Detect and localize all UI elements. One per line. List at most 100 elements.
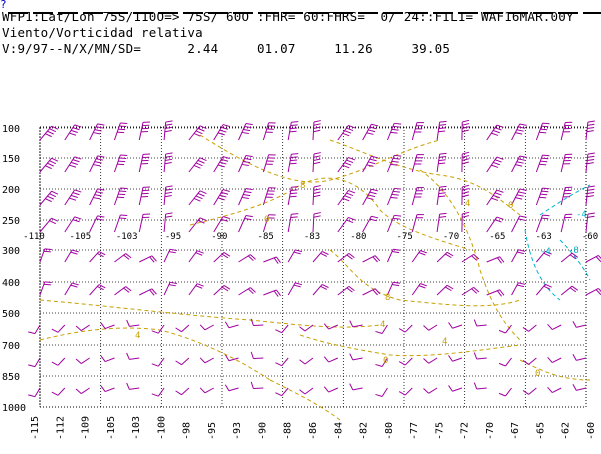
wind-barb	[113, 214, 128, 233]
longitude-label: -65	[535, 422, 546, 440]
inner-longitude-label: -105	[69, 232, 91, 242]
wind-barb	[213, 285, 231, 296]
wind-barb	[275, 324, 289, 334]
wind-barb	[473, 319, 487, 327]
wind-barb	[262, 122, 276, 141]
wind-barb	[560, 186, 573, 206]
wind-barb	[151, 357, 165, 367]
wind-barb	[386, 187, 402, 206]
wind-barb	[461, 119, 470, 141]
contour-label: 8	[300, 181, 305, 191]
wind-barb	[375, 387, 388, 397]
wind-barb	[312, 212, 321, 233]
wind-barb	[362, 155, 379, 173]
wind-barb	[89, 215, 105, 233]
wind-barb	[337, 216, 356, 233]
wind-barb	[287, 186, 299, 206]
wind-barb	[75, 357, 90, 365]
wind-barb	[560, 121, 573, 141]
wind-barb	[138, 213, 151, 233]
wind-barb	[28, 324, 41, 335]
longitude-label: -84	[333, 422, 344, 440]
wind-barb	[126, 319, 140, 327]
wind-barb	[213, 189, 230, 206]
wind-barb	[275, 357, 289, 367]
wind-barb	[498, 387, 512, 397]
wind-barb	[126, 352, 140, 360]
wind-barb	[263, 256, 281, 264]
header-stats: V:9/97--N/X/MN/SD= 2.44 01.07 11.26 39.0…	[2, 41, 451, 56]
wind-barb	[375, 324, 388, 334]
wind-barbs	[28, 119, 601, 398]
wind-barb	[188, 217, 207, 233]
wind-barb	[349, 383, 363, 391]
wind-barb	[75, 324, 90, 332]
wind-barb	[199, 324, 214, 331]
help-marker[interactable]: ?	[0, 0, 7, 11]
wind-barb	[411, 214, 424, 233]
wind-barb	[250, 318, 264, 327]
wind-barb	[188, 283, 204, 296]
longitude-label: -90	[257, 422, 268, 440]
contour-label: 0	[383, 356, 388, 366]
wind-barb	[411, 154, 424, 173]
wind-barb	[362, 188, 379, 206]
wind-barb	[585, 185, 595, 206]
wind-barb	[362, 215, 379, 233]
wind-barb	[572, 384, 587, 391]
wind-barb	[238, 254, 256, 263]
longitude-label: -60	[586, 422, 597, 440]
wind-barb	[163, 120, 173, 141]
wind-barb	[522, 324, 537, 332]
wind-barb	[299, 387, 314, 395]
wind-barb	[262, 214, 276, 233]
wind-barb	[238, 215, 253, 233]
longitude-label: -93	[232, 422, 243, 440]
longitude-label: -98	[182, 422, 193, 440]
wind-barb	[51, 387, 66, 396]
wind-barb	[498, 324, 512, 334]
wind-barb	[64, 216, 82, 233]
wind-barb	[287, 121, 299, 141]
contour-label: 4	[135, 331, 140, 341]
wind-barb	[535, 154, 550, 173]
longitude-label: -67	[510, 422, 521, 440]
negative-contour-line	[559, 239, 591, 281]
wind-barb	[461, 184, 470, 206]
wind-barb	[163, 152, 173, 173]
wind-barb	[139, 255, 157, 263]
longitude-label: -86	[308, 422, 319, 440]
wind-barb	[238, 188, 253, 206]
wind-barb	[535, 187, 550, 206]
contour-line	[39, 299, 381, 328]
wind-barb	[263, 289, 281, 297]
header-field-title: Viento/Vorticidad relativa	[2, 25, 203, 40]
wind-barb	[411, 187, 424, 206]
wind-barb	[522, 357, 537, 365]
longitude-label: -70	[485, 422, 496, 440]
wind-barb	[163, 281, 177, 296]
longitude-label: -62	[561, 422, 572, 440]
wind-barb	[436, 251, 454, 263]
wind-barb	[39, 190, 59, 206]
wind-barb	[224, 384, 239, 392]
wind-barb	[213, 124, 230, 141]
wind-barb	[511, 249, 526, 263]
wind-barb	[113, 187, 128, 206]
wind-barb	[299, 357, 314, 365]
wind-barb	[511, 155, 527, 173]
longitude-label: -77	[409, 422, 420, 440]
wind-barb	[113, 154, 128, 173]
wind-barb	[89, 284, 106, 296]
wind-barb	[323, 323, 339, 330]
contour-label: 4	[442, 337, 447, 347]
wind-barb	[39, 157, 59, 173]
wind-barb	[89, 155, 105, 173]
contour-label: 4	[380, 320, 385, 330]
top-toolbar-strip	[0, 0, 601, 15]
wind-barb	[89, 188, 105, 206]
wind-barb	[238, 287, 256, 296]
pressure-label: 400	[2, 278, 20, 289]
wind-barb	[199, 387, 214, 394]
longitude-label: -103	[131, 416, 142, 440]
